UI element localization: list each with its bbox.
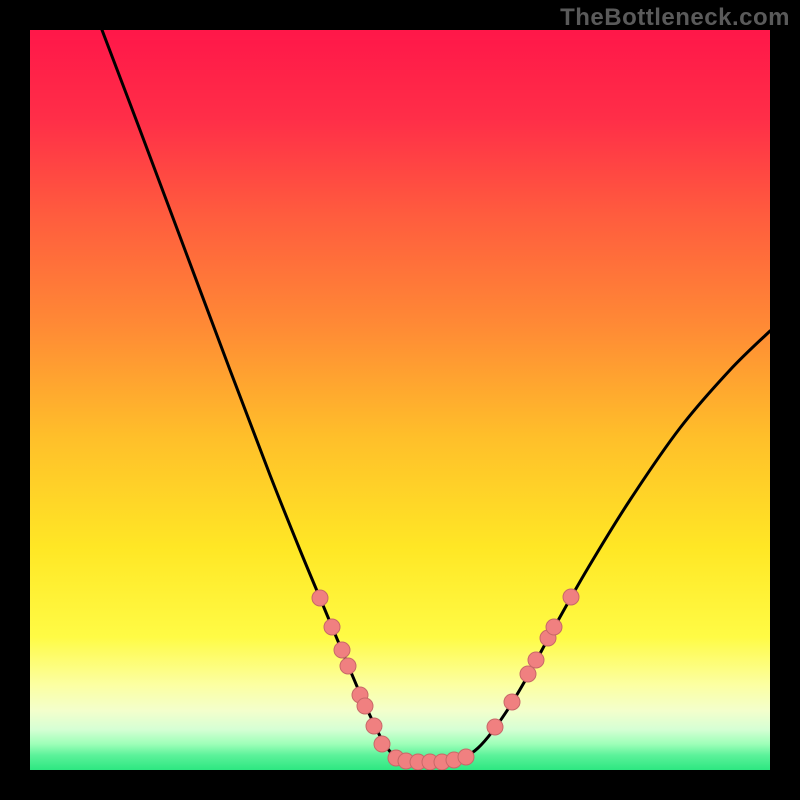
data-marker bbox=[312, 590, 328, 606]
data-marker bbox=[520, 666, 536, 682]
data-marker bbox=[357, 698, 373, 714]
chart-container: TheBottleneck.com bbox=[0, 0, 800, 800]
data-marker bbox=[334, 642, 350, 658]
data-marker bbox=[458, 749, 474, 765]
gradient-background bbox=[30, 30, 770, 770]
data-marker bbox=[528, 652, 544, 668]
data-marker bbox=[563, 589, 579, 605]
chart-svg bbox=[30, 30, 770, 770]
data-marker bbox=[324, 619, 340, 635]
data-marker bbox=[366, 718, 382, 734]
watermark-text: TheBottleneck.com bbox=[560, 4, 790, 32]
data-marker bbox=[374, 736, 390, 752]
data-marker bbox=[340, 658, 356, 674]
data-marker bbox=[546, 619, 562, 635]
data-marker bbox=[504, 694, 520, 710]
data-marker bbox=[487, 719, 503, 735]
plot-area bbox=[30, 30, 770, 770]
